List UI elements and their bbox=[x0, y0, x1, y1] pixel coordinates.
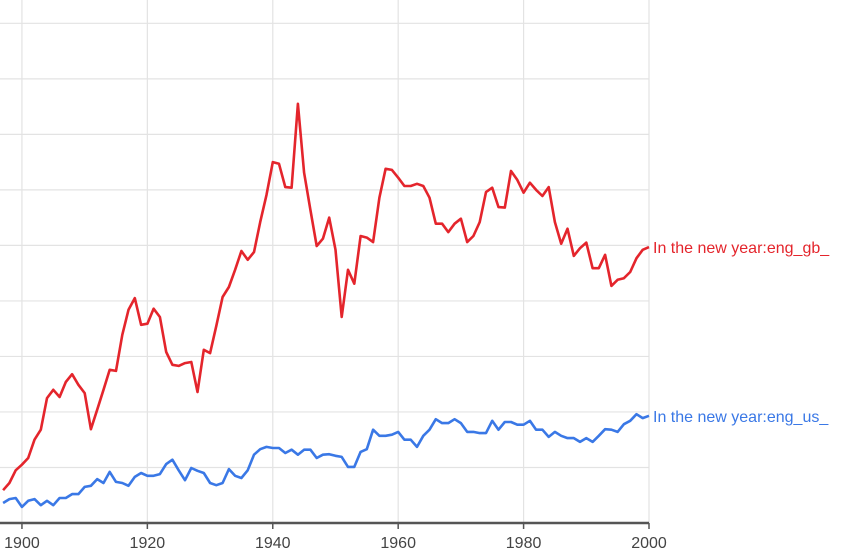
x-tick-label: 1980 bbox=[506, 535, 542, 552]
series-label-1[interactable]: In the new year:eng_us_ bbox=[653, 409, 829, 426]
x-tick-label: 2000 bbox=[631, 535, 667, 552]
x-tick-label: 1960 bbox=[380, 535, 416, 552]
x-tick-label: 1900 bbox=[4, 535, 40, 552]
x-axis: 1900 1920 1940 1960 1980 2000 bbox=[0, 521, 667, 552]
series-line-1[interactable] bbox=[2, 412, 650, 509]
series-labels: In the new year:eng_gb_ In the new year:e… bbox=[653, 240, 830, 426]
series-label-0[interactable]: In the new year:eng_gb_ bbox=[653, 240, 830, 257]
gridlines bbox=[0, 0, 650, 523]
series-line-0[interactable] bbox=[2, 102, 650, 492]
x-tick-label: 1920 bbox=[130, 535, 166, 552]
series-lines bbox=[2, 102, 650, 509]
x-tick-label: 1940 bbox=[255, 535, 291, 552]
